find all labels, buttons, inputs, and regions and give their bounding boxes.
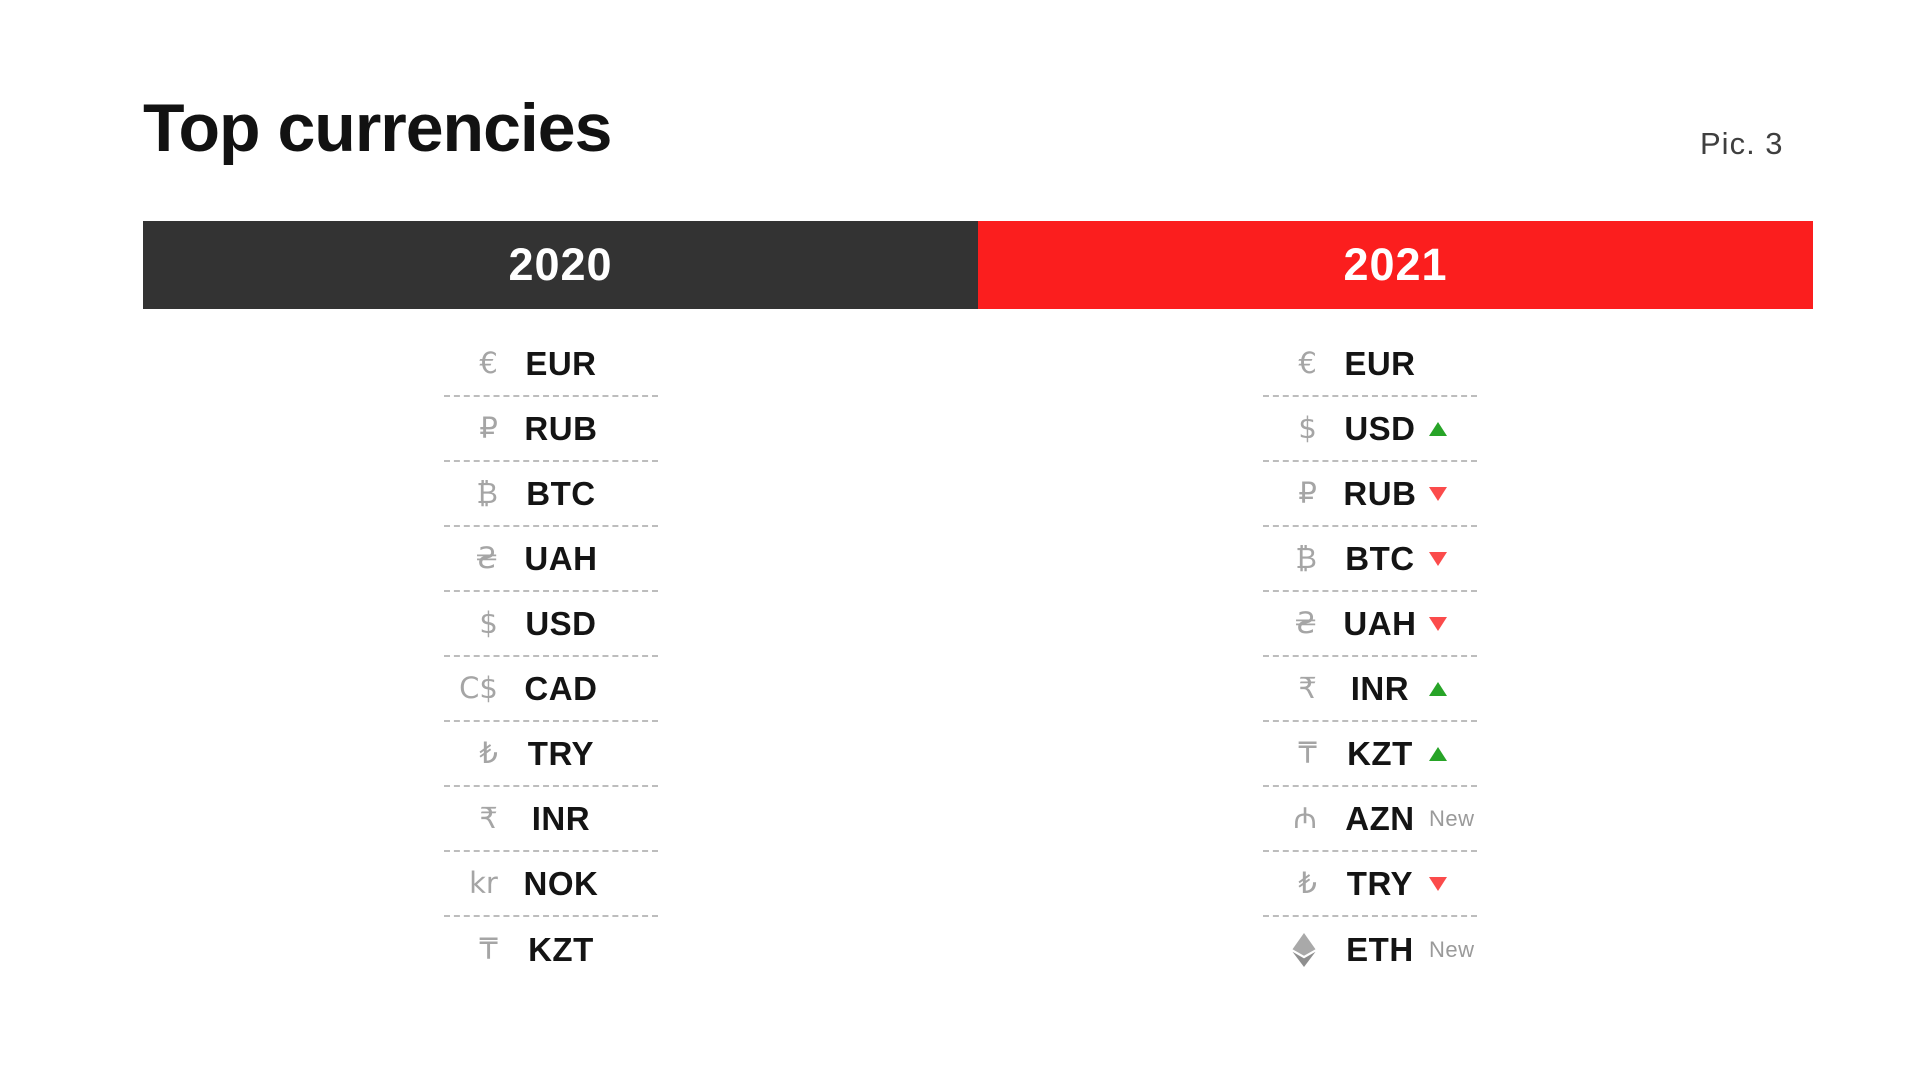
picture-caption: Pic. 3 — [1700, 126, 1784, 161]
currency-code: UAH — [524, 540, 598, 577]
currency-symbol: $ — [1298, 411, 1317, 445]
trend-down-icon — [1429, 486, 1447, 501]
currency-symbol: ₸ — [1298, 736, 1317, 770]
currency-symbol: ₼ — [1293, 801, 1317, 835]
currency-symbol: C$ — [459, 671, 498, 705]
currency-code: BTC — [526, 475, 596, 512]
currency-symbol: ₿ — [476, 476, 498, 510]
currency-row: ₼ AZN New — [1263, 787, 1477, 852]
new-badge: New — [1429, 805, 1475, 831]
currency-symbol: ₹ — [479, 801, 498, 835]
currency-extra — [1429, 876, 1477, 891]
currency-symbol: ₴ — [475, 541, 498, 575]
currency-code: TRY — [527, 735, 595, 772]
currency-symbol: ₿ — [1295, 541, 1317, 575]
currency-symbol: kr — [469, 866, 498, 900]
currency-code: TRY — [1346, 865, 1414, 902]
currency-row: ₺ TRY — [1263, 852, 1477, 917]
currency-code: BTC — [1345, 540, 1415, 577]
header-2020: 2020 — [143, 221, 978, 309]
currency-row: ₸ KZT — [1263, 722, 1477, 787]
trend-down-icon — [1429, 876, 1447, 891]
currency-extra — [1429, 421, 1477, 436]
page-title: Top currencies — [143, 90, 612, 166]
currency-row: € EUR — [444, 332, 658, 397]
currency-row: ₴ UAH — [1263, 592, 1477, 657]
currency-code: EUR — [525, 345, 597, 382]
currency-extra — [1429, 551, 1477, 566]
trend-up-icon — [1429, 746, 1447, 761]
currency-code: KZT — [528, 931, 594, 968]
currency-code: NOK — [523, 865, 599, 902]
currency-extra — [1429, 746, 1477, 761]
currency-symbol: ₴ — [1294, 606, 1317, 640]
currency-code: INR — [1350, 670, 1410, 707]
currency-extra: New — [1429, 936, 1477, 962]
currency-extra — [1429, 486, 1477, 501]
currency-extra: New — [1429, 805, 1477, 831]
trend-down-icon — [1429, 616, 1447, 631]
currency-code: EUR — [1344, 345, 1416, 382]
currency-symbol: ₺ — [1298, 866, 1317, 900]
currency-code: USD — [1344, 410, 1416, 447]
currency-code: AZN — [1345, 800, 1415, 837]
currency-row: ₿ BTC — [444, 462, 658, 527]
currency-symbol: € — [479, 346, 498, 380]
currency-row: ₽ RUB — [1263, 462, 1477, 527]
currency-symbol: ₸ — [479, 932, 498, 966]
currency-code: CAD — [524, 670, 598, 707]
ethereum-icon — [1263, 932, 1317, 967]
currency-row: ₴ UAH — [444, 527, 658, 592]
currency-row: ₿ BTC — [1263, 527, 1477, 592]
currency-symbol: ₹ — [1298, 671, 1317, 705]
currency-symbol: ₺ — [479, 736, 498, 770]
currency-symbol: ₽ — [479, 411, 498, 445]
currency-list-2021: € EUR $ USD ₽ RUB ₿ BTC ₴ UAH ₹ INR ₸ KZ… — [1263, 332, 1477, 982]
currency-code: INR — [531, 800, 591, 837]
currency-symbol: $ — [479, 606, 498, 640]
currency-row: € EUR — [1263, 332, 1477, 397]
new-badge: New — [1429, 936, 1475, 962]
trend-up-icon — [1429, 421, 1447, 436]
currency-extra — [1429, 616, 1477, 631]
currency-row: ₹ INR — [444, 787, 658, 852]
currency-extra — [1429, 681, 1477, 696]
currency-row: ₹ INR — [1263, 657, 1477, 722]
currency-code: KZT — [1347, 735, 1413, 772]
currency-row: ₸ KZT — [444, 917, 658, 982]
currency-row: ETH New — [1263, 917, 1477, 982]
currency-list-2020: € EUR ₽ RUB ₿ BTC ₴ UAH $ USD C$ CAD ₺ T… — [444, 332, 658, 982]
currency-row: ₺ TRY — [444, 722, 658, 787]
currency-code: RUB — [1343, 475, 1417, 512]
currency-row: kr NOK — [444, 852, 658, 917]
currency-row: $ USD — [1263, 397, 1477, 462]
currency-row: $ USD — [444, 592, 658, 657]
currency-row: C$ CAD — [444, 657, 658, 722]
currency-symbol: ₽ — [1298, 476, 1317, 510]
currency-code: ETH — [1346, 931, 1414, 968]
currency-code: USD — [525, 605, 597, 642]
currency-code: UAH — [1343, 605, 1417, 642]
year-headers: 2020 2021 — [143, 221, 1813, 309]
trend-down-icon — [1429, 551, 1447, 566]
currency-row: ₽ RUB — [444, 397, 658, 462]
header-2021: 2021 — [978, 221, 1813, 309]
trend-up-icon — [1429, 681, 1447, 696]
currency-code: RUB — [524, 410, 598, 447]
currency-symbol: € — [1298, 346, 1317, 380]
